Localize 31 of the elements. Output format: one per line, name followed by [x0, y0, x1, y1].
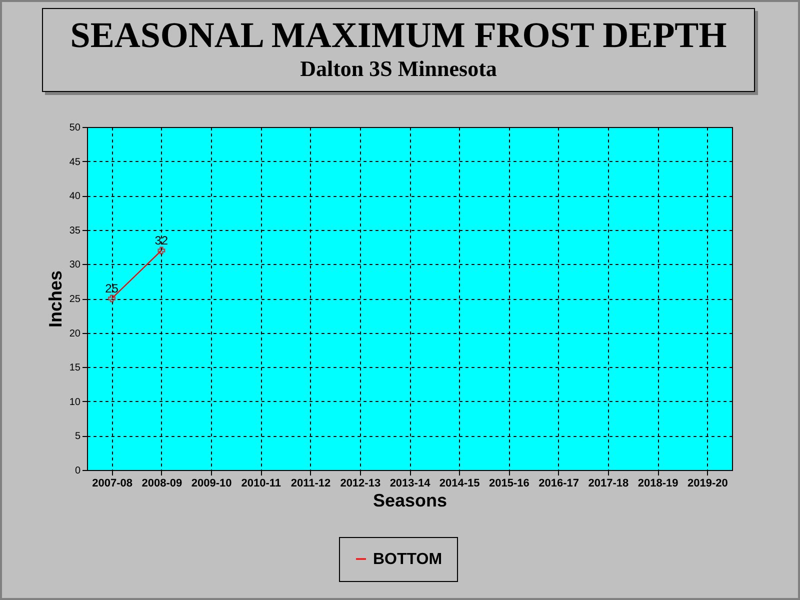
- data-label: 32: [154, 233, 168, 248]
- y-axis-title: Inches: [45, 270, 66, 328]
- x-tick-label: 2008-09: [142, 478, 182, 490]
- x-tick-label: 2019-20: [688, 478, 728, 490]
- y-tick-label: 35: [69, 225, 81, 236]
- y-tick-label: 0: [74, 466, 81, 476]
- y-tick-label: 10: [69, 396, 81, 408]
- y-tick-label: 45: [69, 156, 81, 168]
- y-tick-label: 5: [74, 431, 81, 442]
- x-tick-label: 2016-17: [538, 478, 580, 490]
- x-tick-label: 2009-10: [191, 478, 232, 490]
- x-tick-label: 2011-12: [290, 478, 331, 490]
- y-tick-label: 30: [69, 260, 81, 271]
- legend-label: BOTTOM: [373, 551, 442, 568]
- data-label: 25: [105, 282, 119, 296]
- x-tick-label: 2012-13: [340, 478, 381, 490]
- x-tick-label: 2017-18: [588, 478, 629, 490]
- x-tick-label: 2013-14: [390, 478, 432, 490]
- y-tick-label: 40: [69, 191, 81, 202]
- y-tick-label: 50: [69, 122, 81, 134]
- x-tick-label: 2018-19: [638, 478, 678, 490]
- chart-subtitle: Dalton 3S Minnesota: [299, 55, 498, 83]
- x-axis-title: Seasons: [372, 490, 448, 510]
- x-tick-label: 2010-11: [241, 478, 282, 490]
- x-tick-label: 2014-15: [439, 478, 480, 490]
- y-tick-label: 15: [69, 362, 81, 374]
- x-tick-label: 2015-16: [489, 478, 530, 490]
- y-tick-label: 25: [69, 294, 81, 305]
- chart-title: SEASONAL MAXIMUM FROST DEPTH: [69, 15, 728, 55]
- y-tick-label: 20: [69, 328, 81, 340]
- x-tick-label: 2007-08: [92, 478, 132, 490]
